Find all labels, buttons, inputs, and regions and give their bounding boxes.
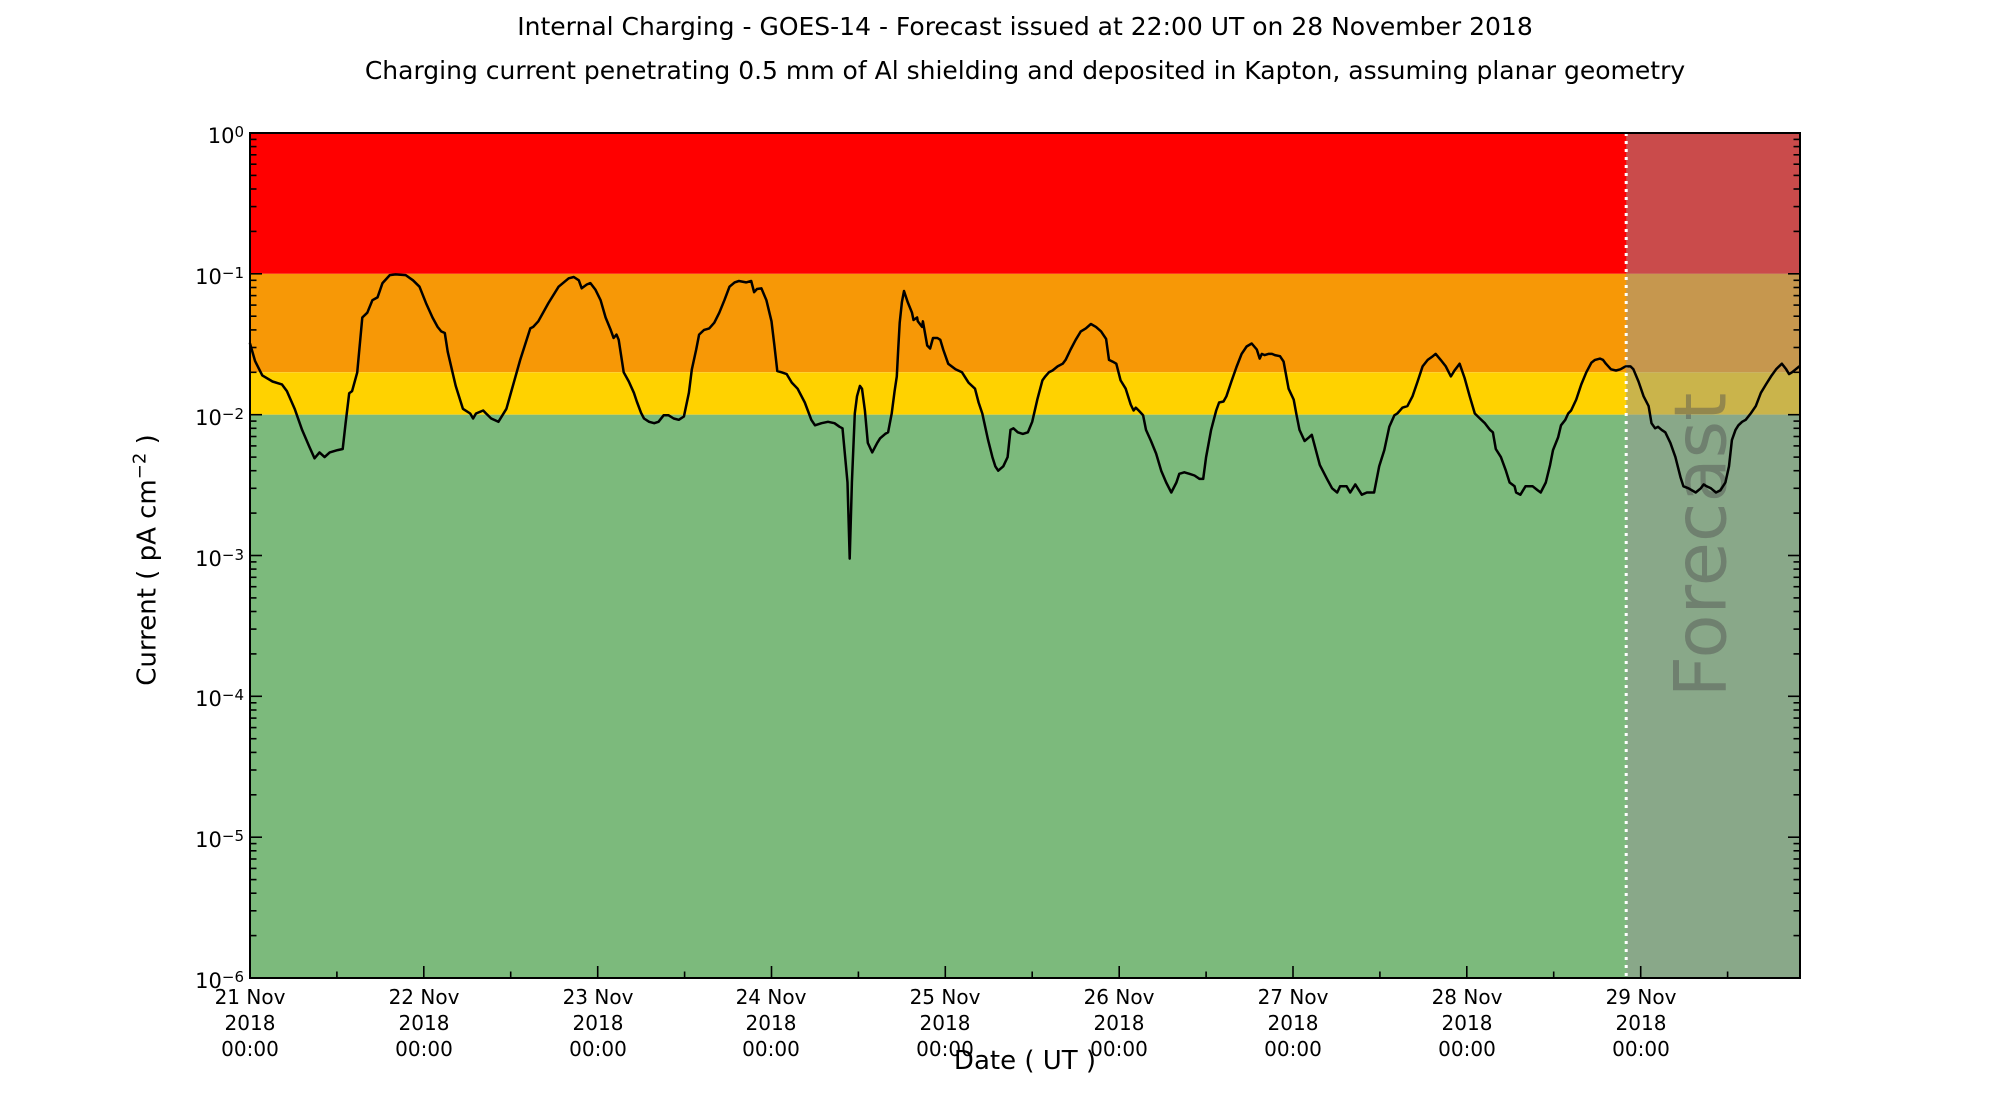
x-tick-label: 29 Nov 2018 00:00 xyxy=(1605,985,1677,1061)
band-yellow-caution xyxy=(250,372,1800,415)
plot-border xyxy=(249,132,1801,979)
y-tick-label: 100 xyxy=(207,123,244,148)
x-tick-label: 23 Nov 2018 00:00 xyxy=(562,985,634,1061)
y-tick-label: 10−3 xyxy=(195,546,244,571)
x-tick-label: 21 Nov 2018 00:00 xyxy=(214,985,286,1061)
forecast-region xyxy=(1624,133,1800,978)
y-tick-label: 10−2 xyxy=(195,405,244,430)
x-tick-label: 28 Nov 2018 00:00 xyxy=(1431,985,1503,1061)
forecast-watermark: Forecast xyxy=(1659,393,1743,698)
x-tick-label: 26 Nov 2018 00:00 xyxy=(1083,985,1155,1061)
band-green-quiet xyxy=(250,414,1800,978)
band-orange-warning xyxy=(250,273,1800,373)
y-tick-label: 10−6 xyxy=(195,968,244,993)
chart-subtitle: Charging current penetrating 0.5 mm of A… xyxy=(364,56,1686,85)
x-tick-label: 22 Nov 2018 00:00 xyxy=(388,985,460,1061)
y-tick-label: 10−4 xyxy=(195,686,244,711)
risk-bands xyxy=(250,133,1800,978)
chart-title: Internal Charging - GOES-14 - Forecast i… xyxy=(517,12,1533,41)
x-axis-label: Date ( UT ) xyxy=(953,1046,1097,1076)
x-tick-label: 25 Nov 2018 00:00 xyxy=(909,985,981,1061)
band-red-alert xyxy=(250,133,1800,274)
y-tick-label: 10−1 xyxy=(195,264,244,289)
y-tick-label: 10−5 xyxy=(195,827,244,852)
current-line xyxy=(248,273,1801,560)
x-tick-label: 24 Nov 2018 00:00 xyxy=(735,985,807,1061)
x-tick-label: 27 Nov 2018 00:00 xyxy=(1257,985,1329,1061)
forecast-overlay xyxy=(1626,133,1800,978)
